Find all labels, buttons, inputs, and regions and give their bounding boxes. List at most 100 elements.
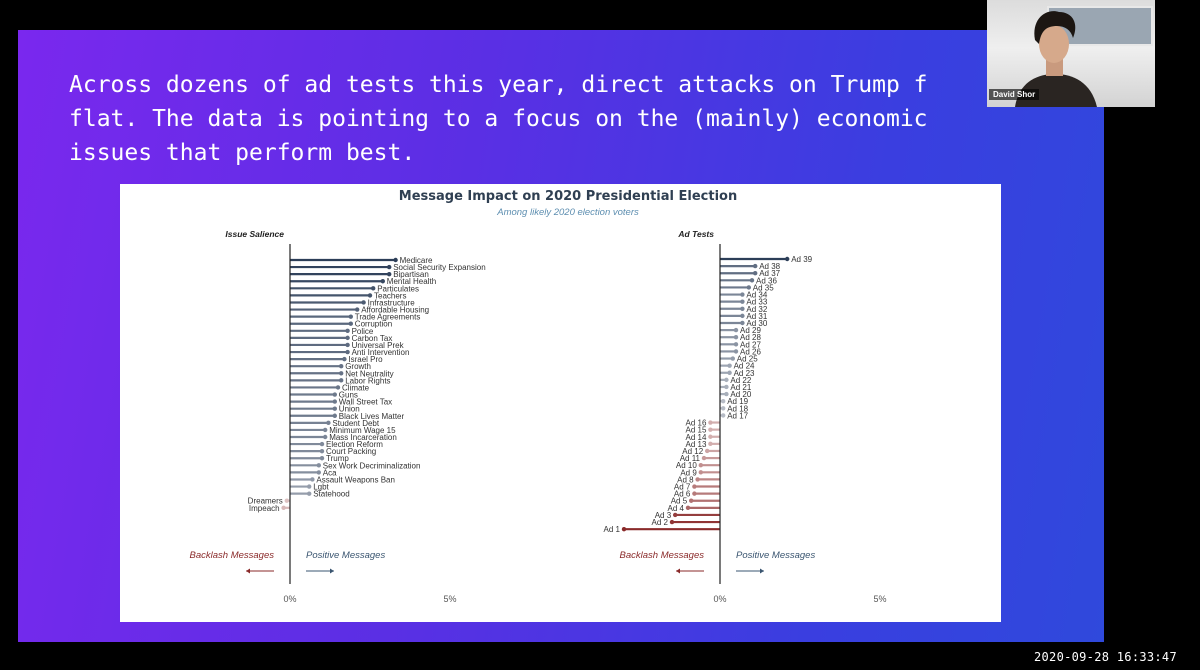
panel-2-point-28 xyxy=(705,448,710,454)
panel-2-label-36: Ad 4 xyxy=(668,504,685,513)
panel-2-label-8: Ad 32 xyxy=(746,305,767,314)
panel-1-label-7: Infrastructure xyxy=(368,298,416,307)
panel-2-label-19: Ad 21 xyxy=(730,383,751,392)
panel-1-point-13 xyxy=(345,342,350,348)
panel-2-point-4 xyxy=(749,278,755,283)
panel-2-point-7 xyxy=(740,299,745,304)
panel-2-label-18: Ad 22 xyxy=(730,376,751,385)
panel-2-legend-negative-arrowhead xyxy=(676,568,680,574)
panel-1-x-tick-2: 5% xyxy=(443,594,456,604)
panel-1-label-34: Statehood xyxy=(313,490,349,499)
panel-1-label-25: Minimum Wage 15 xyxy=(329,426,396,435)
panel-1-point-11 xyxy=(345,328,350,333)
panel-2-point-29 xyxy=(701,455,707,461)
panel-2-point-39 xyxy=(621,526,627,532)
slide-headline: Across dozens of ad tests this year, dir… xyxy=(69,72,928,166)
panel-2-label-37: Ad 3 xyxy=(655,511,672,520)
panel-2-label-30: Ad 10 xyxy=(676,461,697,470)
panel-1-point-7 xyxy=(361,300,366,305)
panel-2-point-2 xyxy=(753,263,758,269)
panel-1-point-24 xyxy=(326,420,331,426)
panel-2-label-31: Ad 9 xyxy=(680,468,697,477)
panel-1-point-1 xyxy=(393,257,398,263)
panel-1-point-10 xyxy=(348,321,353,326)
panel-2-point-36 xyxy=(685,505,691,511)
panel-1-point-4 xyxy=(380,279,385,284)
panel-1-legend-positive: Positive Messages xyxy=(306,550,385,561)
panel-1-point-33 xyxy=(307,484,312,489)
panel-1-label-31: Aca xyxy=(323,468,337,477)
panel-1-point-20 xyxy=(332,392,337,397)
panel-2-point-33 xyxy=(692,484,697,489)
panel-2-label-16: Ad 24 xyxy=(734,362,755,371)
panel-1-label-13: Universal Prek xyxy=(352,341,405,350)
panel-1-point-29 xyxy=(319,456,325,461)
panel-2-point-38 xyxy=(669,519,675,525)
panel-2-point-5 xyxy=(746,285,751,290)
panel-2-label-35: Ad 5 xyxy=(671,497,688,506)
panel-1-label-3: Bipartisan xyxy=(393,270,429,279)
panel-2-label-15: Ad 25 xyxy=(737,355,758,364)
panel-1-label-23: Black Lives Matter xyxy=(339,412,405,421)
chart-title: Message Impact on 2020 Presidential Elec… xyxy=(399,189,737,204)
chart-subtitle: Among likely 2020 election voters xyxy=(496,207,639,218)
panel-1-label-1: Medicare xyxy=(400,256,433,265)
panel-1-point-31 xyxy=(316,470,321,475)
panel-1-point-25 xyxy=(323,427,328,433)
panel-1-point-34 xyxy=(307,491,312,496)
panel-2-point-14 xyxy=(733,349,739,354)
participant-video-tile[interactable]: David Shor xyxy=(987,0,1155,107)
panel-2-label-22: Ad 18 xyxy=(727,404,748,413)
panel-2-label-26: Ad 14 xyxy=(685,433,706,442)
panel-2-point-37 xyxy=(673,512,678,518)
panel-2-point-24 xyxy=(708,420,713,425)
panel-1-label-11: Police xyxy=(352,327,374,336)
panel-2-label-10: Ad 30 xyxy=(746,319,767,328)
panel-2-point-10 xyxy=(740,320,745,326)
panel-1-label-16: Growth xyxy=(345,362,371,371)
panel-1-label-32: Assault Weapons Ban xyxy=(316,475,395,484)
panel-1-legend-positive-arrowhead xyxy=(330,568,334,574)
panel-2-point-16 xyxy=(727,363,732,368)
panel-1-label-22: Union xyxy=(339,405,360,414)
panel-2-label-13: Ad 27 xyxy=(740,340,761,349)
panel-2-point-21 xyxy=(721,399,726,404)
panel-2-panel-title: Ad Tests xyxy=(677,229,714,239)
panel-2-point-9 xyxy=(740,313,745,319)
panel-2-point-34 xyxy=(692,491,697,496)
panel-1-point-22 xyxy=(332,406,337,411)
panel-2-label-11: Ad 29 xyxy=(740,326,761,335)
panel-1-label-19: Climate xyxy=(342,383,370,392)
panel-2-point-25 xyxy=(708,427,713,432)
panel-1-point-30 xyxy=(316,463,321,468)
panel-2-label-33: Ad 7 xyxy=(674,483,691,492)
panel-2-point-22 xyxy=(721,406,726,411)
panel-2-label-32: Ad 8 xyxy=(677,475,694,484)
panel-2-label-4: Ad 36 xyxy=(756,276,777,285)
panel-2-label-27: Ad 13 xyxy=(685,440,706,449)
panel-1-label-26: Mass Incarceration xyxy=(329,433,397,442)
panel-1-label-30: Sex Work Decriminalization xyxy=(323,461,421,470)
panel-2-legend-positive-arrowhead xyxy=(760,568,764,574)
panel-2-point-12 xyxy=(733,335,739,340)
panel-1-label-15: Israel Pro xyxy=(348,355,383,364)
panel-1-legend-negative-arrowhead xyxy=(246,568,250,574)
panel-2-label-21: Ad 19 xyxy=(727,397,748,406)
panel-1-point-21 xyxy=(332,399,337,404)
panel-2-legend-positive: Positive Messages xyxy=(736,550,815,561)
panel-1-label-29: Trump xyxy=(326,454,349,463)
panel-2-point-19 xyxy=(724,384,729,390)
panel-2-point-17 xyxy=(727,370,732,375)
panel-1-point-17 xyxy=(339,371,344,376)
panel-2-label-6: Ad 34 xyxy=(746,291,767,300)
panel-1-point-26 xyxy=(323,434,328,440)
panel-2-label-24: Ad 16 xyxy=(685,419,706,428)
message-impact-chart: Message Impact on 2020 Presidential Elec… xyxy=(190,189,887,604)
panel-1-point-3 xyxy=(387,271,392,277)
panel-2-label-34: Ad 6 xyxy=(674,490,691,499)
panel-2-point-23 xyxy=(721,413,726,418)
panel-1-label-4: Mental Health xyxy=(387,277,436,286)
recording-timestamp: 2020-09-28 16:33:47 xyxy=(1034,650,1177,664)
panel-1-point-35 xyxy=(284,498,289,503)
panel-1-label-12: Carbon Tax xyxy=(352,334,393,343)
